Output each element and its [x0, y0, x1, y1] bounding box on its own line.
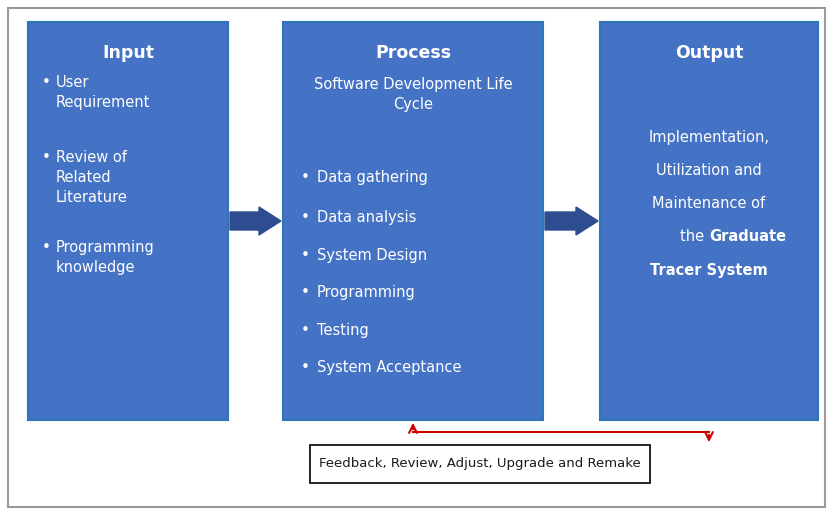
Text: System Acceptance: System Acceptance: [317, 360, 461, 375]
Text: Feedback, Review, Adjust, Upgrade and Remake: Feedback, Review, Adjust, Upgrade and Re…: [319, 457, 641, 471]
Text: Input: Input: [102, 44, 154, 62]
Text: Implementation,: Implementation,: [649, 130, 770, 145]
Text: •: •: [301, 285, 309, 300]
Text: •: •: [42, 240, 51, 255]
Text: Software Development Life
Cycle: Software Development Life Cycle: [314, 77, 512, 112]
FancyBboxPatch shape: [283, 22, 543, 420]
Text: •: •: [42, 150, 51, 165]
Text: Utilization and: Utilization and: [656, 163, 762, 178]
Text: Review of
Related
Literature: Review of Related Literature: [56, 150, 128, 204]
Polygon shape: [545, 207, 598, 235]
Text: Graduate: Graduate: [709, 229, 786, 244]
Text: the: the: [681, 229, 709, 244]
Text: Programming
knowledge: Programming knowledge: [56, 240, 155, 275]
Text: System Design: System Design: [317, 248, 427, 263]
Text: User
Requirement: User Requirement: [56, 75, 151, 110]
Text: •: •: [301, 323, 309, 338]
Text: •: •: [301, 360, 309, 375]
Text: •: •: [42, 75, 51, 90]
Text: Output: Output: [675, 44, 743, 62]
Text: Tracer System: Tracer System: [650, 263, 768, 278]
Text: Programming: Programming: [317, 285, 416, 300]
FancyBboxPatch shape: [600, 22, 818, 420]
Text: Testing: Testing: [317, 323, 369, 338]
Text: •: •: [301, 170, 309, 185]
Text: Maintenance of: Maintenance of: [652, 196, 766, 211]
Text: Data gathering: Data gathering: [317, 170, 428, 185]
Text: Data analysis: Data analysis: [317, 210, 416, 225]
Text: •: •: [301, 248, 309, 263]
FancyBboxPatch shape: [28, 22, 228, 420]
Polygon shape: [230, 207, 281, 235]
FancyBboxPatch shape: [310, 445, 650, 483]
Text: Process: Process: [375, 44, 451, 62]
Text: •: •: [301, 210, 309, 225]
